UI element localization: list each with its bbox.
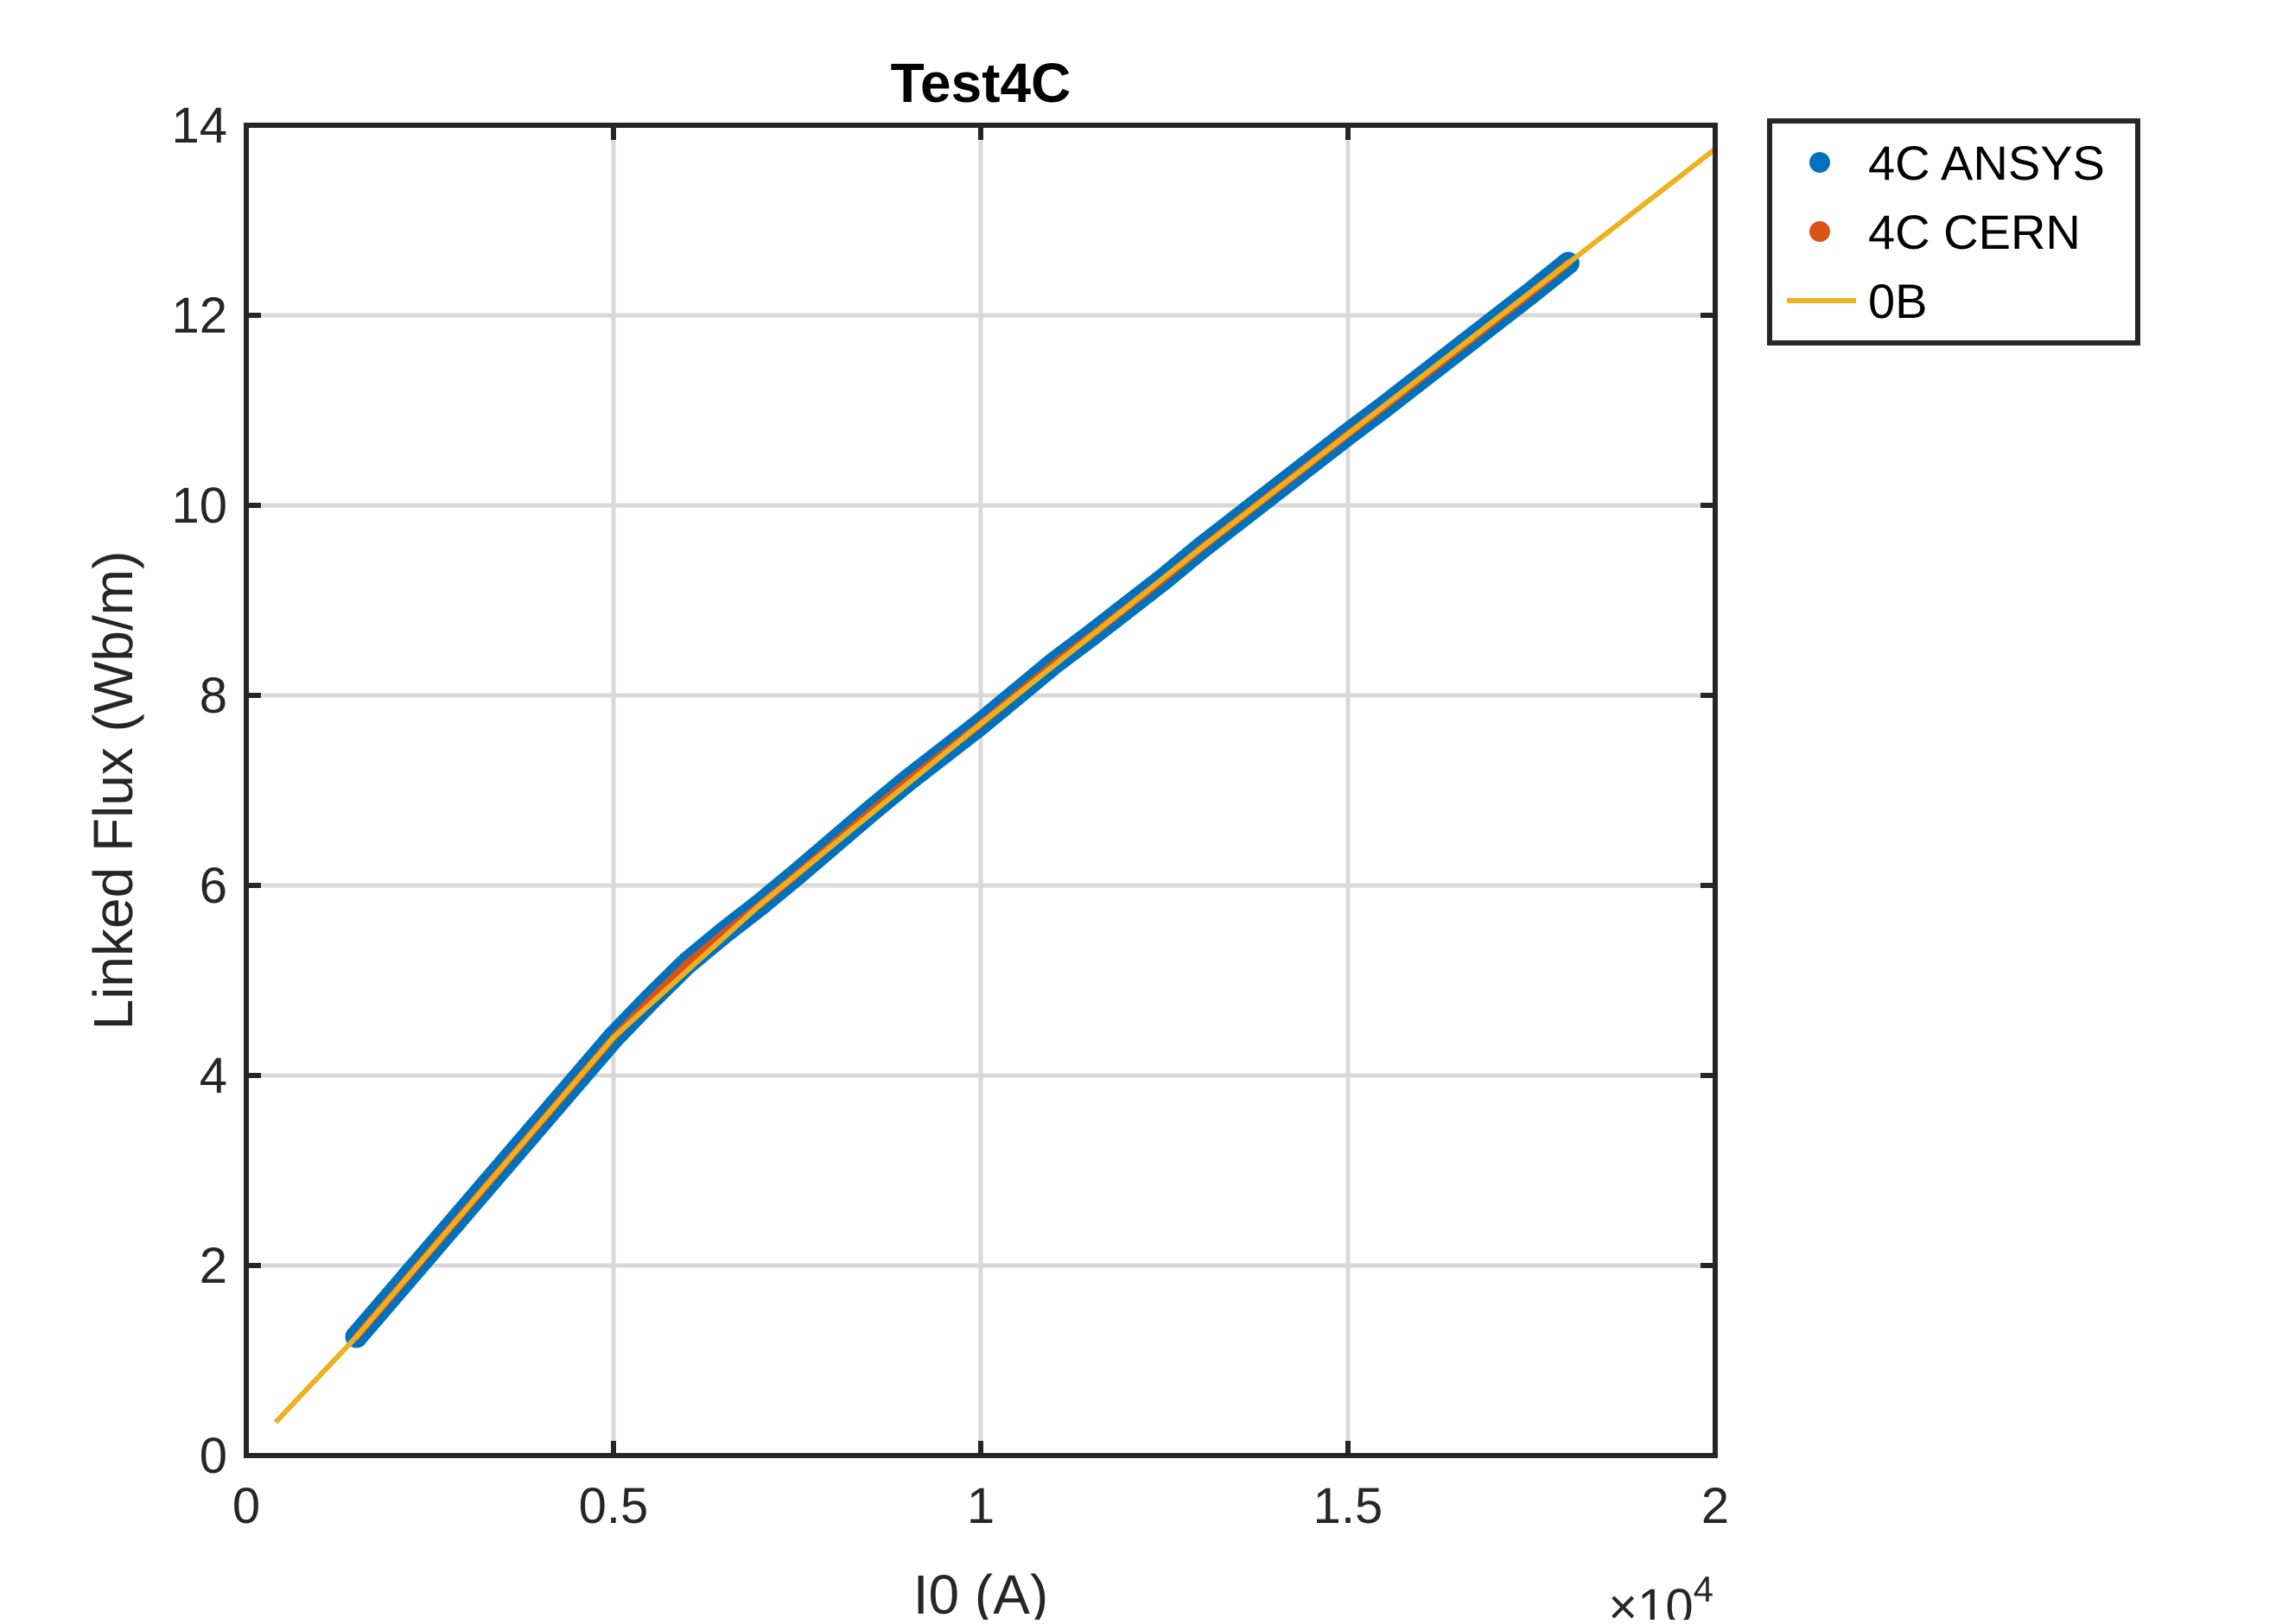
x-multiplier-exponent: 4: [1694, 1569, 1713, 1609]
plot-area: [273, 147, 1717, 1424]
x-axis-multiplier: ×104: [1608, 1569, 1713, 1620]
y-tick-label: 2: [200, 1238, 227, 1294]
x-tick-label: 1: [967, 1478, 995, 1534]
x-multiplier-base: ×10: [1608, 1579, 1693, 1620]
x-tick-label: 0: [232, 1478, 260, 1534]
y-tick-label: 4: [200, 1048, 227, 1104]
y-tick-label: 6: [200, 858, 227, 914]
legend-box: [1767, 118, 2140, 346]
grid-lines: [244, 123, 1718, 1458]
legend-label-cern: 4C CERN: [1868, 205, 2081, 259]
y-tick-label: 12: [171, 288, 227, 344]
y-tick-label: 10: [171, 478, 227, 534]
chart-title: Test4C: [891, 52, 1071, 114]
x-axis-title: I0 (A): [913, 1564, 1048, 1620]
series-0b-line: [273, 147, 1717, 1424]
legend: 4C ANSYS 4C CERN 0B: [1767, 118, 2140, 346]
legend-label-ansys: 4C ANSYS: [1868, 136, 2105, 190]
x-tick-label: 2: [1701, 1478, 1729, 1534]
axis-ticks: 0 0.5 1 1.5 2 0 2 4 6 8 10 12 14: [171, 98, 1729, 1534]
legend-marker-ansys: [1809, 152, 1830, 173]
y-tick-label: 8: [200, 668, 227, 724]
x-tick-label: 1.5: [1313, 1478, 1383, 1534]
legend-marker-cern: [1809, 221, 1830, 242]
legend-label-0b: 0B: [1868, 274, 1928, 328]
y-axis-title: Linked Flux (Wb/m): [82, 551, 144, 1031]
y-tick-label: 14: [171, 98, 227, 154]
x-tick-label: 0.5: [579, 1478, 649, 1534]
y-tick-label: 0: [200, 1428, 227, 1484]
